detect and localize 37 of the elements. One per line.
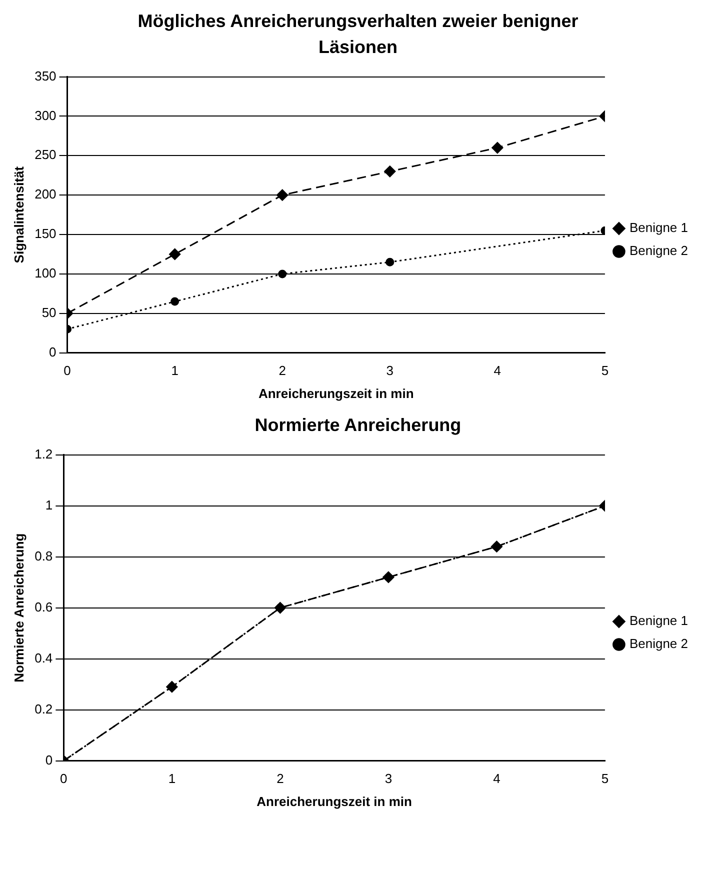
y-axis-title: Normierte Anreicherung: [11, 533, 26, 682]
legend-label: Benigne 2: [629, 636, 688, 652]
legend-label: Benigne 2: [629, 243, 688, 258]
x-axis-title: Anreicherungszeit in min: [256, 794, 412, 809]
y-tick-label: 1.2: [34, 446, 53, 462]
x-tick-label: 5: [601, 363, 609, 378]
y-tick-label: 100: [34, 266, 56, 281]
x-tick-label: 3: [386, 363, 394, 378]
y-tick-label: 200: [34, 186, 56, 202]
legend-label: Benigne 1: [629, 613, 688, 628]
y-tick-label: 350: [34, 68, 56, 84]
x-tick-label: 4: [493, 771, 500, 786]
x-tick-label: 5: [601, 771, 609, 786]
chart-title: Mögliches Anreicherungsverhalten zweier benigner Läsionen: [136, 10, 580, 59]
y-tick-label: 1: [45, 497, 53, 512]
x-axis-title: Anreicherungszeit in min: [258, 386, 414, 401]
chart-title: Normierte Anreicherung: [254, 414, 462, 437]
y-tick-label: 0.6: [34, 599, 53, 614]
x-tick-label: 0: [64, 363, 71, 378]
y-tick-label: 0.4: [34, 650, 53, 666]
x-tick-label: 0: [60, 771, 68, 786]
y-tick-label: 0.2: [34, 701, 53, 716]
legend-label: Benigne 1: [629, 220, 688, 236]
y-axis-title: Signalintensität: [11, 166, 26, 264]
x-tick-label: 2: [278, 363, 286, 378]
x-tick-label: 4: [494, 363, 502, 378]
y-tick-label: 300: [34, 108, 56, 123]
y-tick-label: 0: [45, 752, 53, 768]
y-tick-label: 250: [34, 147, 56, 162]
x-tick-label: 2: [276, 771, 284, 786]
x-tick-label: 1: [171, 363, 178, 378]
x-tick-label: 3: [384, 771, 392, 786]
y-tick-label: 0: [49, 344, 56, 360]
y-tick-label: 150: [34, 226, 56, 242]
y-tick-label: 0.8: [34, 548, 53, 564]
x-tick-label: 1: [168, 771, 176, 786]
y-tick-label: 50: [42, 304, 56, 320]
